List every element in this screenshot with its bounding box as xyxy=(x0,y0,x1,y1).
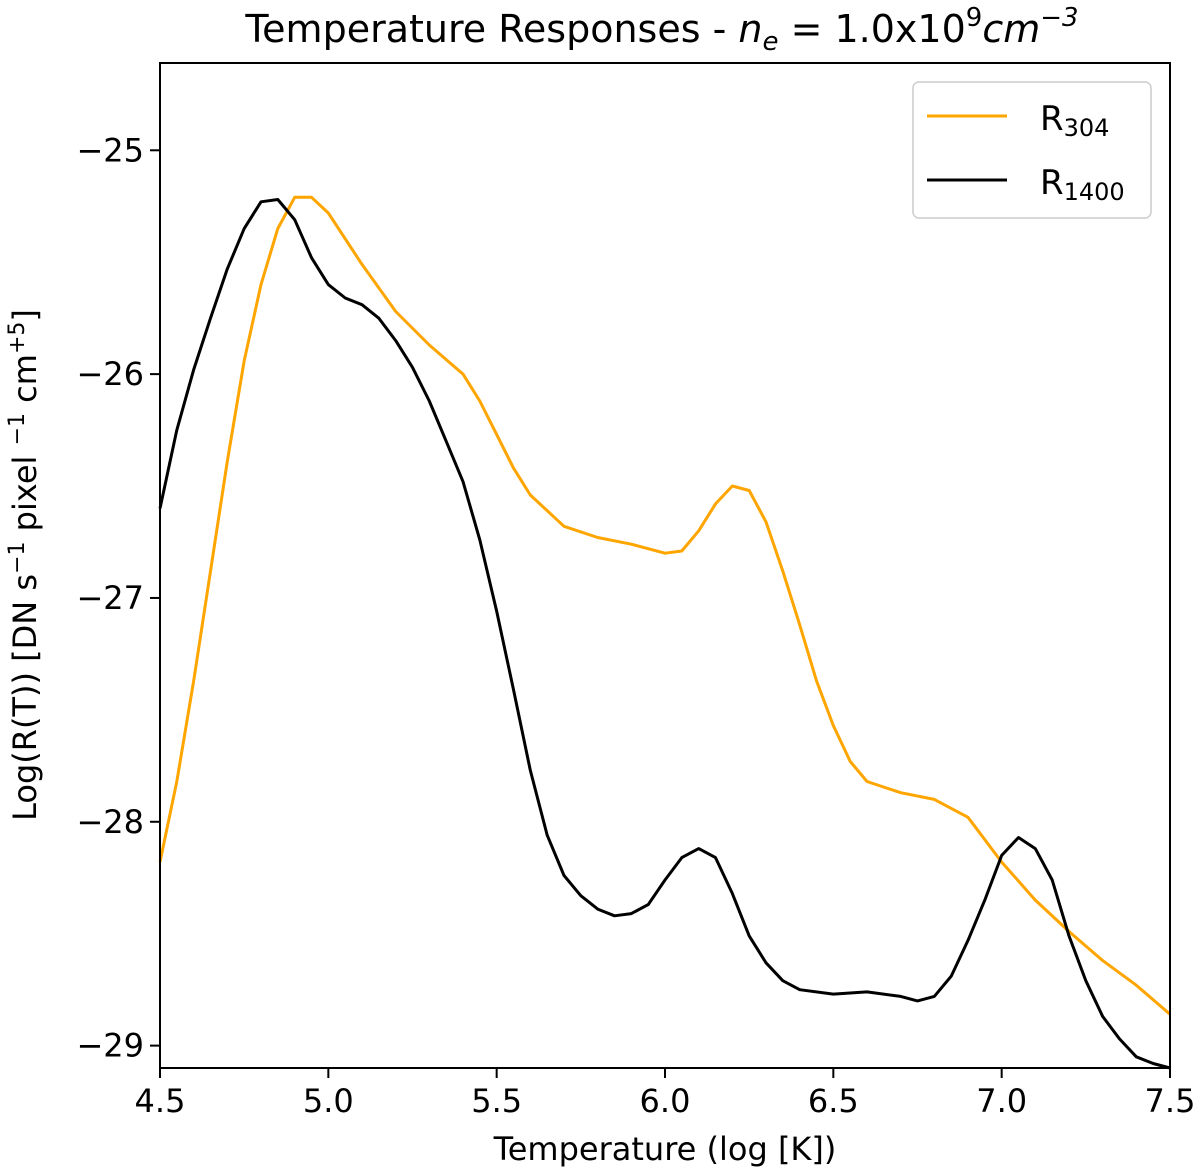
x-tick-label: 6.0 xyxy=(640,1082,691,1120)
y-tick-label: −29 xyxy=(76,1027,144,1065)
x-tick-label: 5.5 xyxy=(471,1082,522,1120)
series-line-304 xyxy=(158,195,1171,1016)
legend-label-r304: R304 xyxy=(1040,99,1109,142)
x-tick-label: 5.0 xyxy=(303,1082,354,1120)
y-axis-label: Log(R(T)) [DN s−1 pixel −1 cm+5] xyxy=(5,309,44,821)
legend-label-r1400: R1400 xyxy=(1040,163,1125,206)
chart-title: Temperature Responses - ne = 1.0x109cm−3 xyxy=(244,3,1078,57)
y-tick-label: −26 xyxy=(76,355,144,393)
series-line-1400 xyxy=(158,198,1171,1070)
x-tick-label: 7.0 xyxy=(976,1082,1027,1120)
x-axis-label: Temperature (log [K]) xyxy=(493,1130,837,1168)
x-tick-label: 6.5 xyxy=(808,1082,859,1120)
y-tick-label: −25 xyxy=(76,131,144,169)
x-tick-label: 4.5 xyxy=(135,1082,186,1120)
legend: R304 R1400 xyxy=(912,81,1152,219)
y-tick-label: −28 xyxy=(76,803,144,841)
x-tick-label: 7.5 xyxy=(1145,1082,1196,1120)
y-tick-label: −27 xyxy=(76,579,144,617)
